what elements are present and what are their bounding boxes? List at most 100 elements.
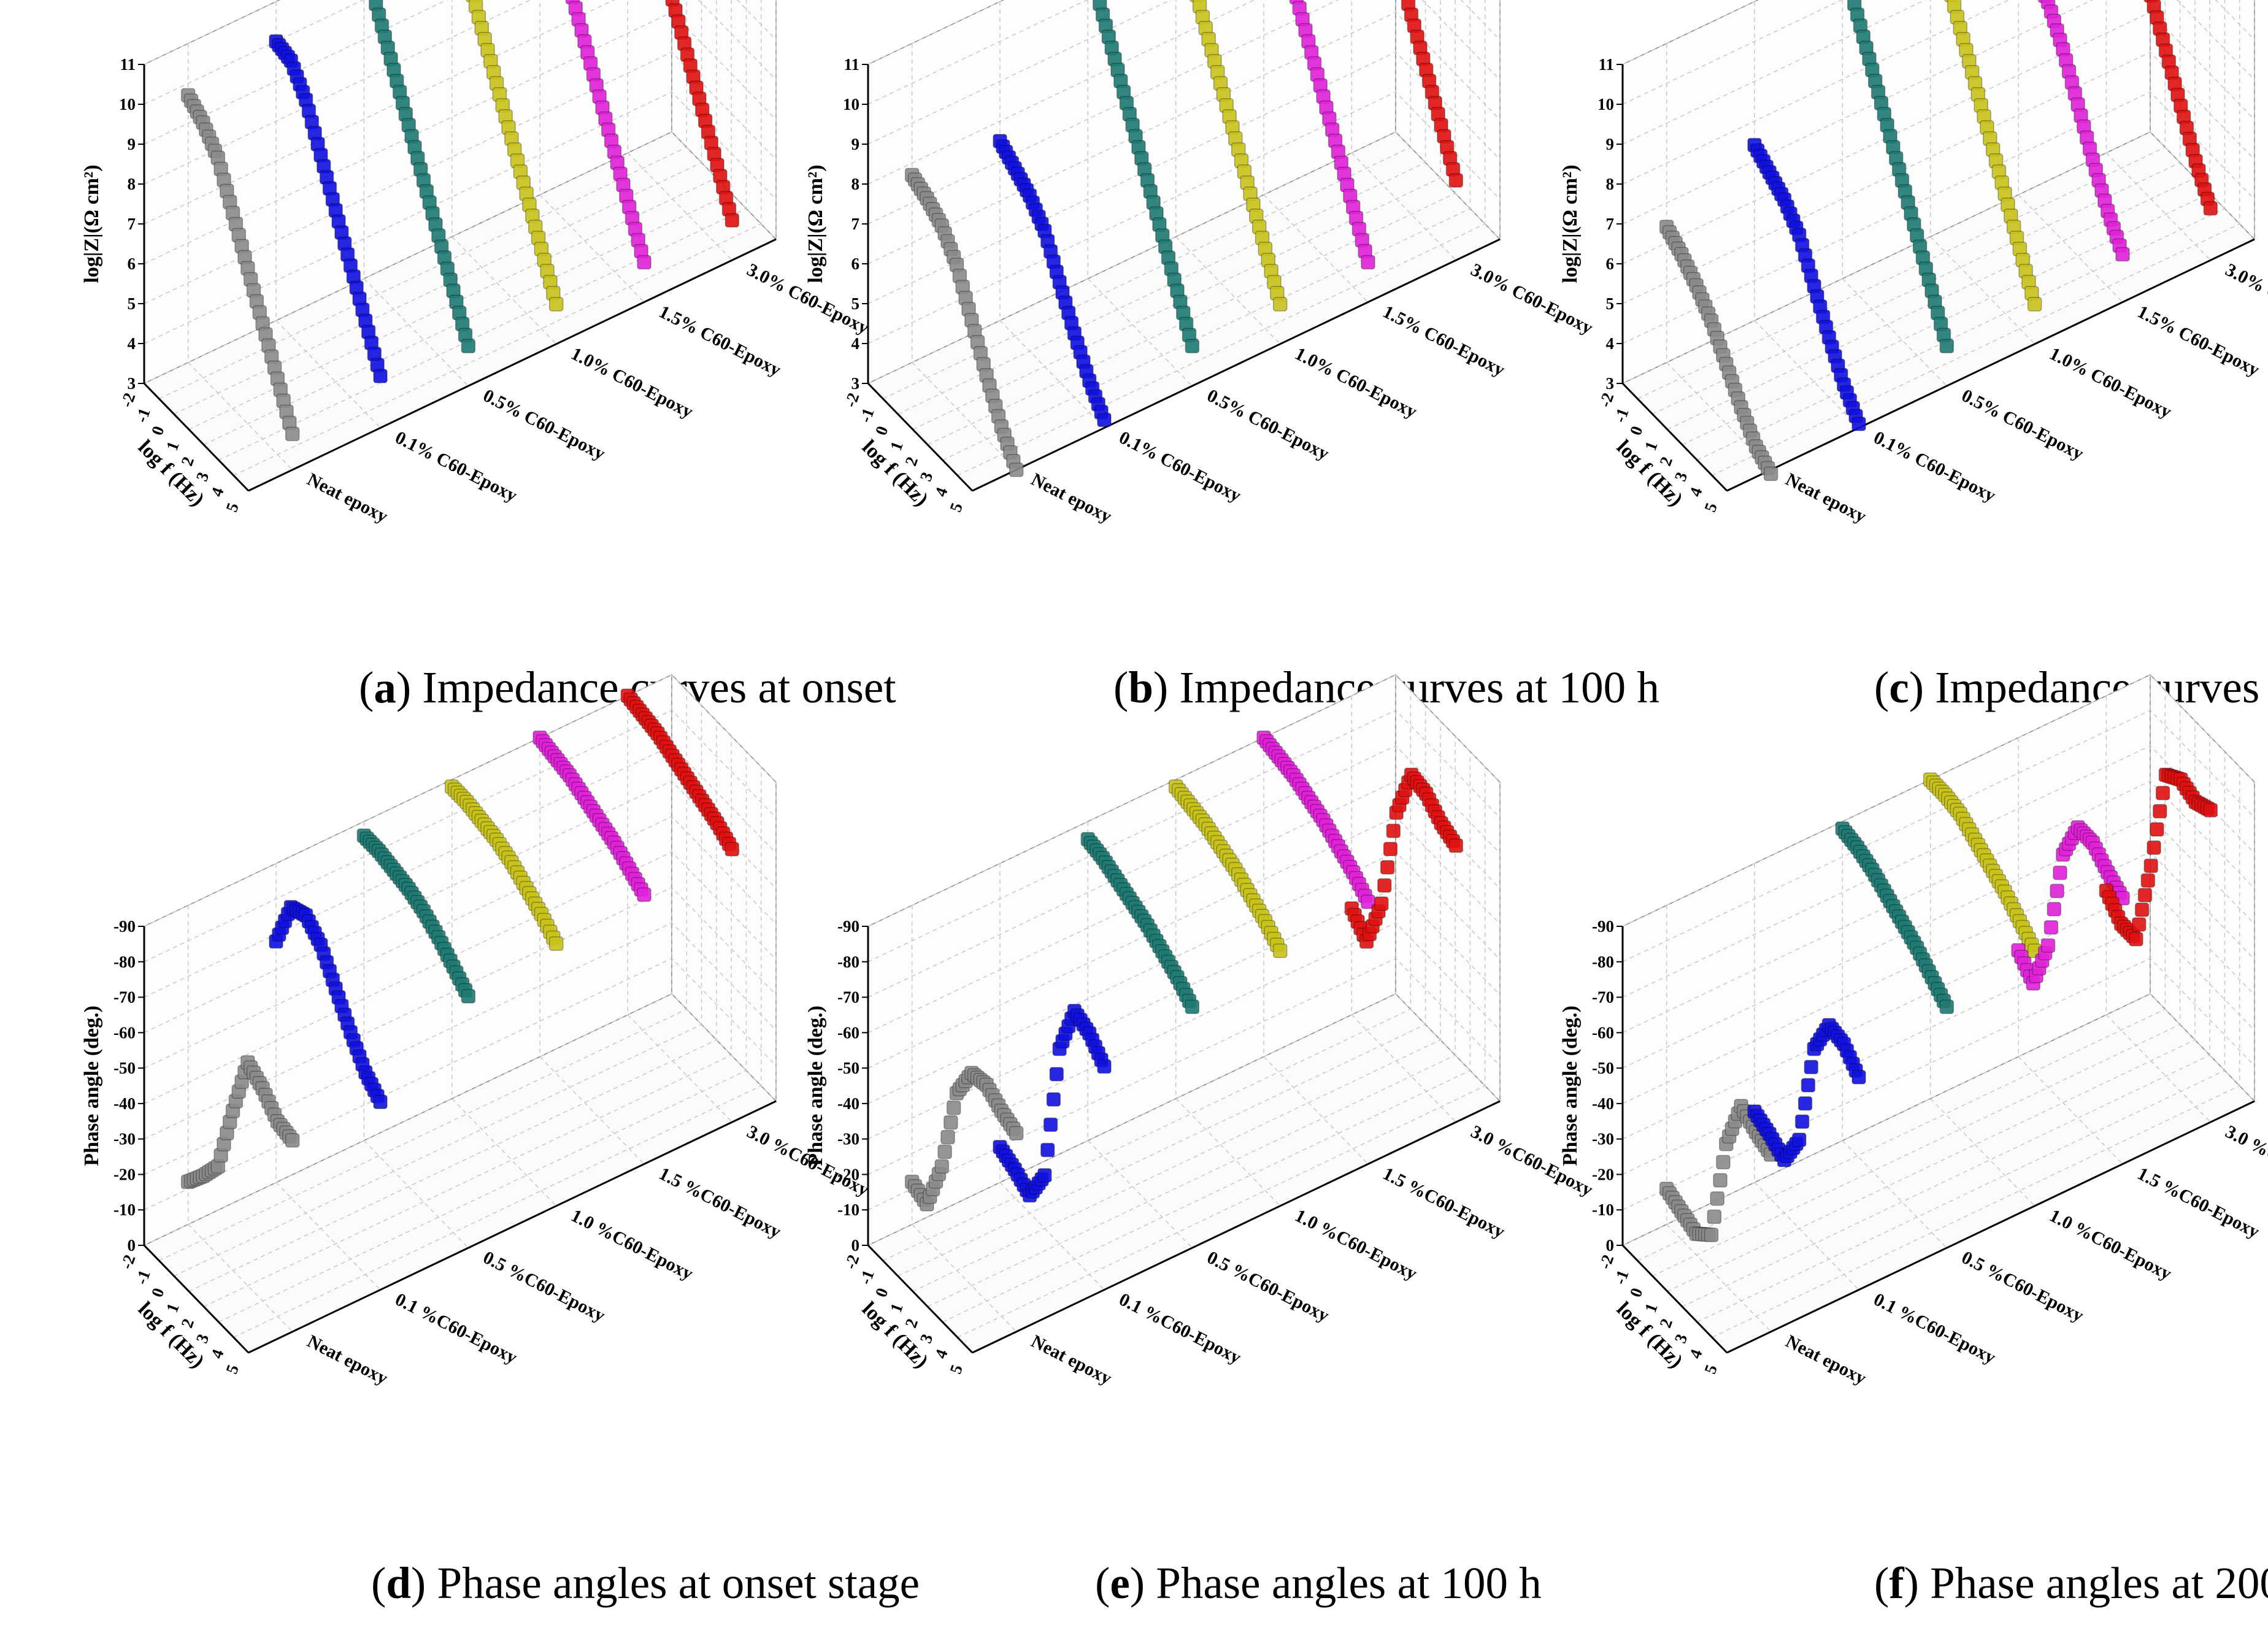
z-tick-label: 5 — [1606, 294, 1615, 313]
grid-line-x — [158, 0, 688, 399]
z-axis-label: log|Z|(Ω cm²) — [804, 164, 827, 283]
series-4 — [532, 730, 652, 902]
series-0 — [904, 167, 1024, 477]
z-tick-label: 8 — [1606, 175, 1615, 193]
series-2 — [1093, 0, 1200, 353]
grid-line-x — [898, 705, 1426, 1277]
data-point — [2040, 938, 2056, 953]
data-point — [2137, 888, 2153, 902]
grid-line-x — [174, 0, 702, 415]
grid-line-x — [233, 767, 762, 1338]
x-axis-line — [143, 1244, 250, 1354]
data-point — [2043, 920, 2059, 935]
data-point — [2050, 883, 2064, 899]
x-tick-label: -1 — [1610, 1267, 1632, 1286]
caption-text: ) Phase angles at 100 h — [1130, 1558, 1542, 1608]
z-tick-label: -10 — [113, 1201, 136, 1219]
data-point — [1792, 1132, 1807, 1147]
data-point — [1049, 1067, 1064, 1082]
data-point — [1939, 999, 1955, 1015]
grid-line-series — [1929, 779, 2035, 1207]
z-tick-label: -50 — [837, 1059, 859, 1077]
data-point — [2047, 902, 2062, 917]
z-tick-label: -60 — [1592, 1023, 1614, 1042]
grid-line-series — [1842, 0, 1947, 386]
grid-line-z — [1622, 709, 2255, 963]
grid-line-series — [187, 43, 293, 471]
grid-line-x — [174, 705, 702, 1277]
data-point — [1713, 1173, 1728, 1188]
grid-line-series — [451, 779, 557, 1207]
z-tick-label: 9 — [851, 135, 860, 153]
data-point — [1272, 943, 1288, 958]
series-category-label: Neat epoxy — [1782, 1331, 1869, 1389]
caption-open-paren: ( — [1095, 1558, 1110, 1608]
data-point — [548, 297, 564, 312]
x-axis-line — [867, 382, 974, 492]
x-tick-label: -1 — [132, 405, 154, 425]
z-tick-label: 3 — [851, 374, 860, 393]
series-category-label: 0.5 %C60-Epoxy — [1958, 1247, 2087, 1326]
z-tick-label: 11 — [120, 55, 136, 74]
data-point — [1939, 339, 1955, 353]
data-point — [2053, 865, 2067, 880]
data-point — [1377, 878, 1392, 893]
x-tick-label: -1 — [1610, 405, 1632, 425]
z-tick-label: -20 — [113, 1165, 136, 1183]
x-tick-label: 4 — [1686, 1347, 1706, 1361]
grid-line-series — [1754, 1, 1859, 429]
grid-line-series — [627, 0, 732, 261]
series-category-label: 3.0 %C60-Epoxy — [2222, 1121, 2268, 1201]
grid-line-z — [1622, 0, 2255, 225]
data-point — [940, 1129, 955, 1145]
series-category-label: 0.1 %C60-Epoxy — [1116, 1289, 1245, 1368]
data-point — [461, 989, 476, 1004]
data-point — [461, 339, 476, 353]
data-point — [1272, 297, 1288, 312]
series-category-label: 3.0% C60-Epoxy — [2222, 259, 2268, 339]
series-5 — [665, 0, 740, 228]
series-category-label: Neat epoxy — [1028, 469, 1115, 527]
grid-line-series — [451, 0, 557, 345]
grid-line-x — [218, 751, 747, 1323]
x-tick-label: 5 — [946, 500, 966, 514]
grid-line-series — [1263, 0, 1369, 303]
data-point — [2132, 917, 2147, 932]
data-point — [285, 1133, 300, 1148]
data-point — [1037, 1168, 1052, 1183]
x-tick-label: 5 — [1701, 500, 1721, 514]
x-tick-label: 5 — [1701, 1362, 1721, 1376]
z-tick-label: -70 — [113, 988, 136, 1007]
grid-line-z — [1622, 780, 2255, 1033]
grid-line-z — [1622, 0, 1843, 105]
caption-open-paren: ( — [371, 1558, 386, 1608]
data-point — [1046, 1092, 1061, 1107]
x-tick-label: 0 — [148, 423, 168, 437]
x-tick-label: -1 — [856, 1267, 878, 1286]
series-axis-line — [248, 238, 777, 492]
z-tick-label: 0 — [1606, 1236, 1615, 1255]
z-tick-label: 6 — [851, 255, 860, 273]
data-point — [937, 1144, 952, 1159]
data-point — [1707, 1209, 1722, 1224]
grid-line-series — [1351, 0, 1456, 261]
series-4 — [565, 0, 652, 270]
data-point — [637, 255, 652, 270]
grid-line-x — [867, 0, 1396, 384]
z-tick-label: -10 — [837, 1201, 859, 1219]
grid-line-x — [1667, 721, 2196, 1292]
data-point — [1097, 1059, 1112, 1074]
series-category-label: 1.5% C60-Epoxy — [1380, 301, 1509, 380]
z-tick-label: -10 — [1592, 1201, 1614, 1219]
caption: (f) Phase angles at 200 h — [1874, 1558, 2268, 1608]
data-point — [1040, 1142, 1055, 1158]
z-tick-label: -40 — [837, 1094, 859, 1113]
grid-line-x — [158, 690, 688, 1261]
grid-line-series — [1087, 0, 1193, 386]
series-4 — [1289, 0, 1375, 270]
data-point — [2129, 932, 2143, 947]
grid-line-x — [1712, 767, 2240, 1338]
grid-line-series — [2105, 696, 2211, 1123]
